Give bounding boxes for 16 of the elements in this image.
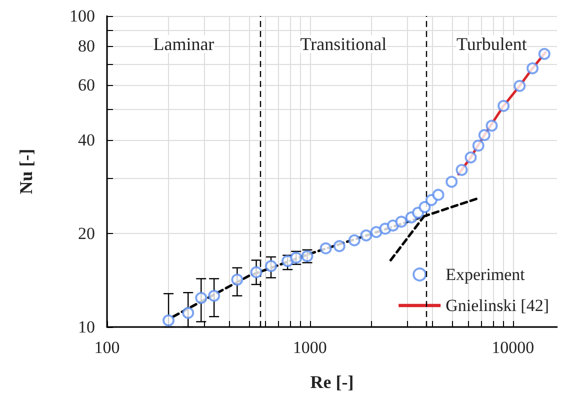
y-tick-label: 80 [78,36,95,56]
y-tick-label: 100 [70,6,95,26]
x-tick-label: 10000 [492,338,534,357]
x-tick-label: 1000 [292,338,327,357]
legend-label: Gnielinski [42] [446,296,550,315]
x-axis-title: Re [-] [310,372,354,392]
y-tick-label: 60 [78,75,95,94]
legend-label: Experiment [446,265,526,284]
annotation: Turbulent [456,34,527,54]
y-tick-label: 40 [78,130,95,150]
y-tick-label: 10 [78,318,95,336]
annotation: Laminar [153,34,214,54]
y-tick-label: 20 [78,224,95,243]
y-axis-title: Nu [-] [16,148,36,194]
x-tick-label: 100 [94,338,120,357]
annotation: Transitional [300,34,387,54]
